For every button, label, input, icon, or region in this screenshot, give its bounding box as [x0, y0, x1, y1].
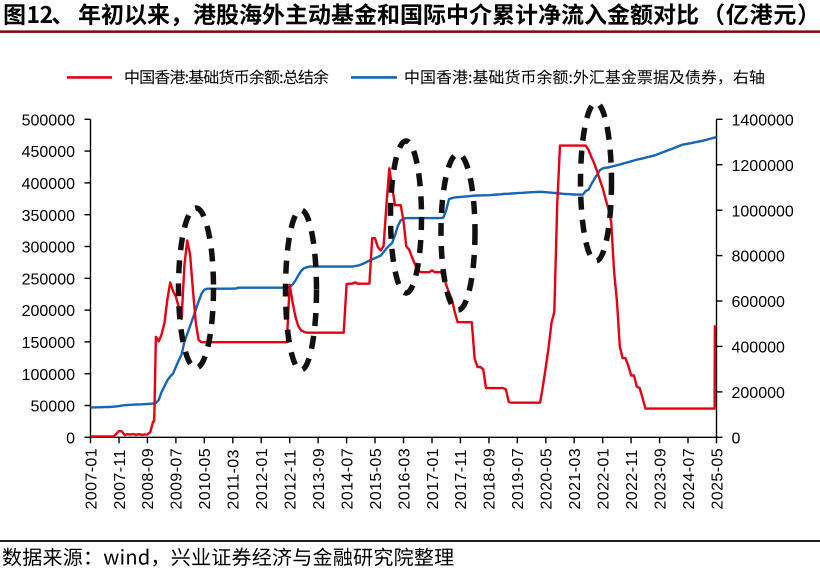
svg-text:2010-05: 2010-05 [197, 448, 214, 510]
svg-text:2018-09: 2018-09 [482, 448, 499, 510]
svg-text:0: 0 [732, 430, 741, 447]
svg-text:150000: 150000 [22, 335, 75, 352]
svg-text:200000: 200000 [732, 385, 785, 402]
svg-text:200000: 200000 [22, 303, 75, 320]
svg-text:2011-03: 2011-03 [226, 449, 243, 509]
svg-text:2023-09: 2023-09 [652, 448, 669, 510]
svg-text:2017-01: 2017-01 [425, 448, 442, 510]
svg-text:2020-05: 2020-05 [539, 448, 556, 510]
svg-text:2017-11: 2017-11 [453, 449, 470, 509]
svg-text:50000: 50000 [31, 399, 76, 416]
svg-text:1200000: 1200000 [732, 158, 794, 175]
svg-text:2016-03: 2016-03 [396, 448, 413, 510]
svg-text:2022-11: 2022-11 [624, 449, 641, 509]
svg-text:2015-05: 2015-05 [368, 448, 385, 510]
svg-text:800000: 800000 [732, 249, 785, 266]
svg-text:2008-09: 2008-09 [140, 448, 157, 510]
svg-text:2025-05: 2025-05 [709, 448, 726, 510]
svg-text:250000: 250000 [22, 271, 75, 288]
svg-text:100000: 100000 [22, 367, 75, 384]
svg-text:1400000: 1400000 [732, 112, 794, 129]
svg-text:2019-07: 2019-07 [510, 448, 527, 510]
svg-text:0: 0 [66, 430, 75, 447]
svg-text:2014-07: 2014-07 [339, 448, 356, 510]
svg-text:2007-11: 2007-11 [112, 449, 129, 509]
svg-text:2022-01: 2022-01 [596, 448, 613, 510]
svg-text:2012-01: 2012-01 [254, 448, 271, 510]
svg-text:300000: 300000 [22, 240, 75, 257]
svg-text:600000: 600000 [732, 294, 785, 311]
svg-text:350000: 350000 [22, 208, 75, 225]
svg-text:1000000: 1000000 [732, 203, 794, 220]
svg-text:450000: 450000 [22, 144, 75, 161]
svg-text:500000: 500000 [22, 112, 75, 129]
svg-text:400000: 400000 [732, 340, 785, 357]
svg-text:2012-11: 2012-11 [283, 449, 300, 509]
svg-text:2021-03: 2021-03 [567, 448, 584, 510]
svg-text:2024-07: 2024-07 [681, 448, 698, 510]
svg-text:2007-01: 2007-01 [83, 448, 100, 510]
svg-text:400000: 400000 [22, 176, 75, 193]
svg-text:2013-09: 2013-09 [311, 448, 328, 510]
svg-text:2009-07: 2009-07 [169, 448, 186, 510]
